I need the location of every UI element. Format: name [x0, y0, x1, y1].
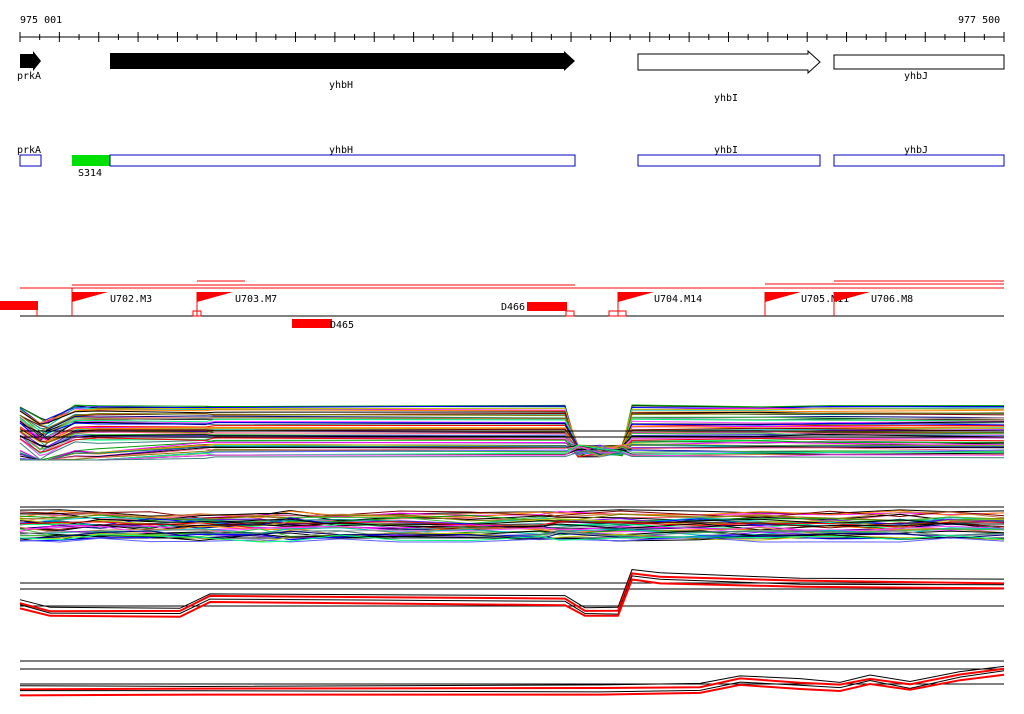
expression-line-track4 [19, 670, 1005, 693]
expression-line-track2 [19, 530, 1005, 540]
gene-arrow-prkA[interactable] [20, 51, 41, 71]
downstream-feature-label: D466 [501, 302, 525, 313]
upstream-flag-U705[interactable]: U705.M11 [764, 292, 849, 316]
expression-line-track1 [19, 439, 1005, 461]
expression-line-track2 [19, 509, 1005, 518]
expression-line-track1 [19, 434, 1005, 455]
downstream-feature-D465[interactable]: D465 [292, 319, 354, 331]
gene-box-prkA[interactable] [19, 154, 42, 167]
highlight-feature-s314[interactable] [72, 155, 110, 166]
gene-box-track: prkA S314 yhbH yhbI yhbJ [17, 145, 1005, 179]
expression-line-track1 [19, 409, 1005, 451]
box-label-yhbH: yhbH [329, 145, 353, 156]
feature-track: U702.M3 U703.M7 U704.M14 U705.M11 U706.M… [0, 280, 1004, 331]
gene-label-prkA: prkA [17, 71, 41, 82]
expression-line-track4 [19, 665, 1005, 688]
expression-tracks [19, 404, 1005, 697]
expression-line-track1 [19, 412, 1005, 452]
gene-arrow-track: prkA yhbH yhbI yhbJ [17, 49, 1005, 104]
upstream-flag-U704[interactable]: U704.M14 [608, 292, 702, 317]
expression-line-track1 [19, 410, 1005, 457]
ruler-end-label: 977 500 [958, 15, 1000, 26]
ruler-start-label: 975 001 [20, 15, 62, 26]
expression-line-track1 [19, 444, 1005, 461]
expression-line-track1 [19, 405, 1005, 454]
upstream-flag-label: U703.M7 [235, 294, 277, 305]
expression-line-track2 [19, 533, 1005, 542]
upstream-flag-label: U705.M11 [801, 294, 849, 305]
upstream-flag-label: U704.M14 [654, 294, 702, 305]
expression-line-track3 [19, 578, 1005, 618]
expression-line-track4 [19, 667, 1005, 691]
gene-label-yhbI: yhbI [714, 93, 738, 104]
box-label-yhbI: yhbI [714, 145, 738, 156]
upstream-flag-U702[interactable]: U702.M3 [71, 288, 152, 316]
gene-label-yhbJ: yhbJ [904, 71, 928, 82]
upstream-flag-U706[interactable]: U706.M8 [833, 292, 913, 316]
expression-line-track2 [19, 510, 1005, 520]
gene-arrow-yhbI[interactable] [637, 49, 821, 75]
expression-line-track1 [20, 448, 1005, 461]
expression-line-track2 [19, 534, 1005, 543]
expression-line-track1 [19, 444, 1005, 461]
expression-line-track2 [19, 514, 1005, 523]
expression-line-track3 [19, 575, 1005, 615]
expression-line-track2 [19, 521, 1005, 531]
expression-line-track1 [19, 420, 1005, 452]
expression-line-track4 [19, 673, 1005, 697]
expression-line-track1 [19, 427, 1005, 449]
downstream-feature-label: D465 [330, 320, 354, 331]
upstream-flag-label: U702.M3 [110, 294, 152, 305]
upstream-flag-label: U706.M8 [871, 294, 913, 305]
feature-block-left[interactable] [0, 301, 38, 310]
expression-line-track2 [19, 520, 1005, 529]
gene-arrow-yhbJ[interactable] [833, 54, 1005, 70]
gene-label-yhbH: yhbH [329, 80, 353, 91]
expression-line-track1 [19, 439, 1005, 461]
highlight-feature-label: S314 [78, 168, 102, 179]
gene-box-yhbJ[interactable] [833, 154, 1005, 167]
expression-line-track1 [19, 422, 1005, 455]
gene-box-yhbI[interactable] [637, 154, 821, 167]
upstream-flag-U703[interactable]: U703.M7 [192, 292, 277, 317]
box-label-yhbJ: yhbJ [904, 145, 928, 156]
downstream-feature-D466[interactable]: D466 [501, 302, 575, 317]
gene-box-yhbH[interactable] [109, 154, 576, 167]
ruler-ticks [19, 32, 1005, 42]
box-label-prkA: prkA [17, 145, 41, 156]
expression-line-track3 [19, 572, 1005, 613]
expression-line-track2 [19, 536, 1005, 543]
expression-line-track1 [19, 436, 1005, 456]
coordinate-ruler: 975 001 977 500 [19, 15, 1005, 42]
gene-arrow-yhbH[interactable] [110, 51, 575, 71]
expression-line-track3 [19, 569, 1005, 609]
expression-line-track1 [19, 441, 1005, 461]
